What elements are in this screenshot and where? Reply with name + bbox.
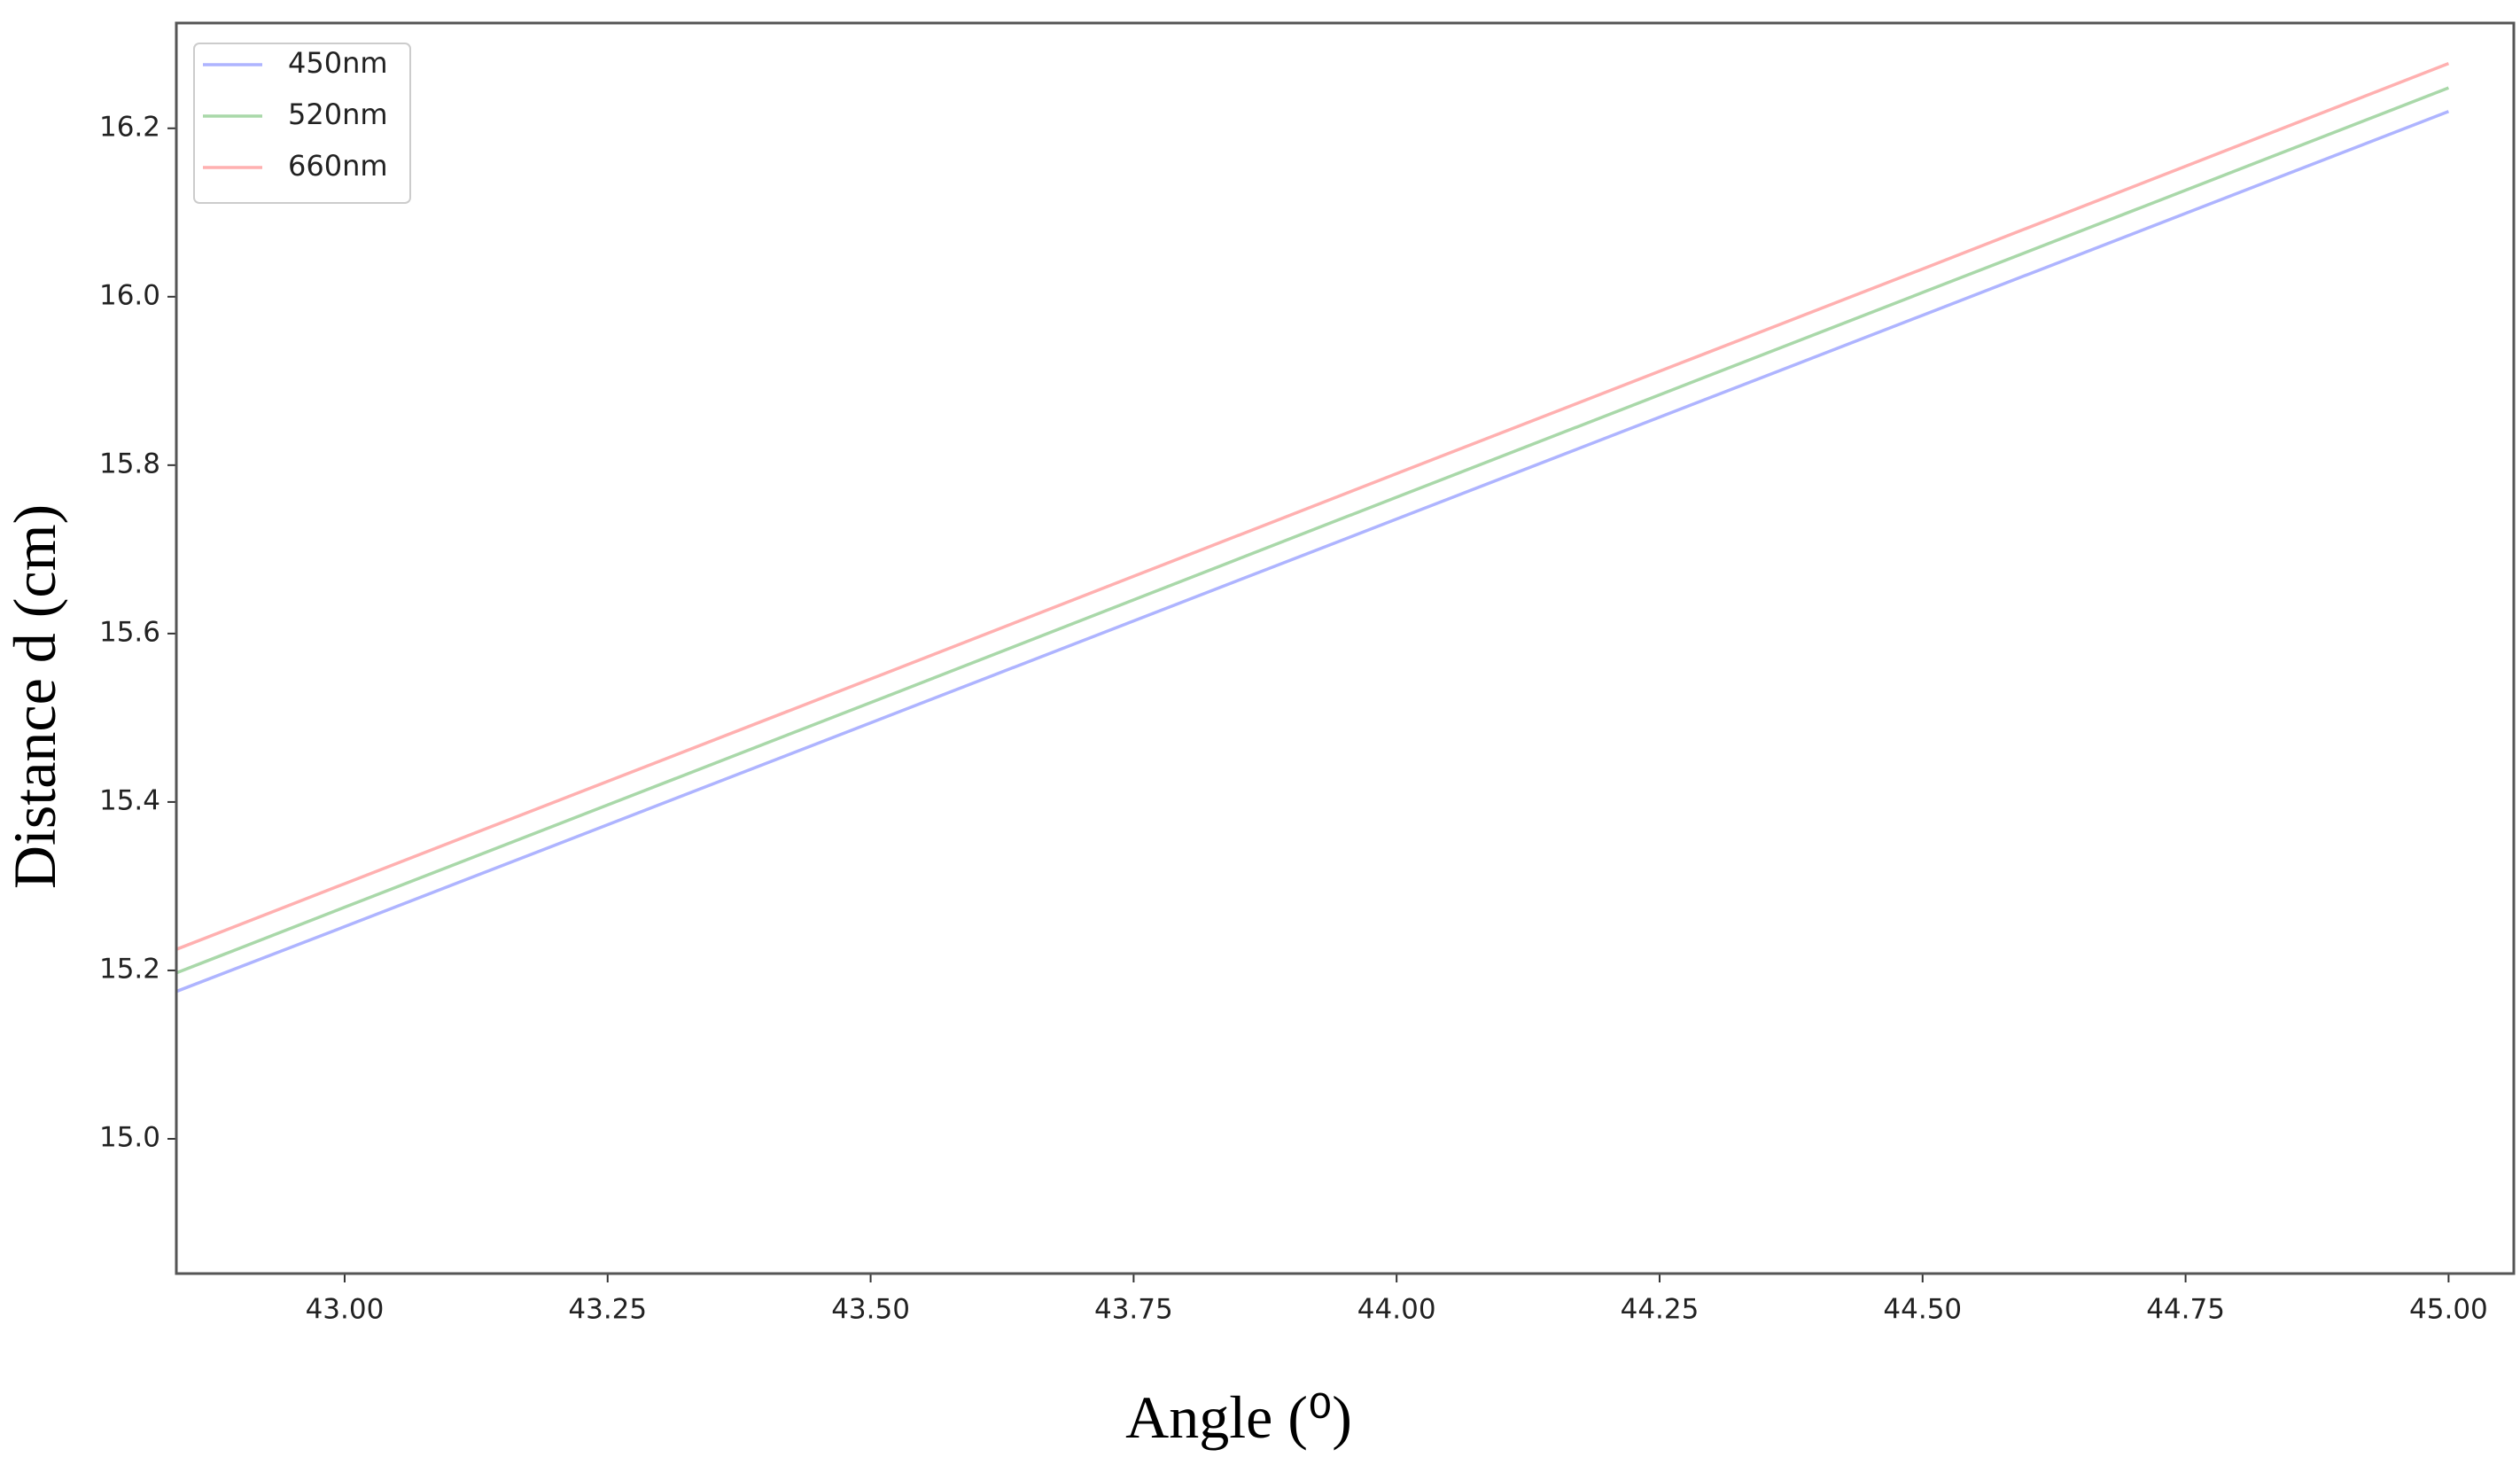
x-axis-label: Angle (⁰) [1125,1383,1352,1451]
legend-label: 660nm [288,149,388,183]
x-tick-label: 43.50 [831,1294,910,1326]
y-tick-label: 16.2 [99,111,160,143]
series-line [175,110,2450,994]
x-tick-label: 44.75 [2146,1294,2225,1326]
legend-box [193,43,411,204]
x-tick-label: 45.00 [2409,1294,2488,1326]
series-line [175,61,2450,951]
y-tick-label: 15.8 [99,448,160,479]
x-tick-label: 43.75 [1094,1294,1173,1326]
series-line [175,86,2450,975]
legend-label: 520nm [288,97,388,131]
y-tick-label: 15.4 [99,784,160,816]
x-tick-label: 44.25 [1621,1294,1699,1326]
y-tick-label: 15.2 [99,953,160,985]
y-tick-label: 15.0 [99,1121,160,1153]
y-axis-label: Distance d (cm) [1,504,68,889]
legend-label: 450nm [288,46,388,80]
x-tick-label: 44.50 [1883,1294,1962,1326]
legend: 450nm 520nm 660nm [193,43,411,204]
x-tick-label: 43.00 [306,1294,385,1326]
y-tick-label: 15.6 [99,616,160,648]
y-tick-label: 16.0 [99,279,160,311]
x-tick-label: 43.25 [568,1294,647,1326]
plot-frame [175,21,2516,1275]
x-tick-label: 44.00 [1357,1294,1436,1326]
